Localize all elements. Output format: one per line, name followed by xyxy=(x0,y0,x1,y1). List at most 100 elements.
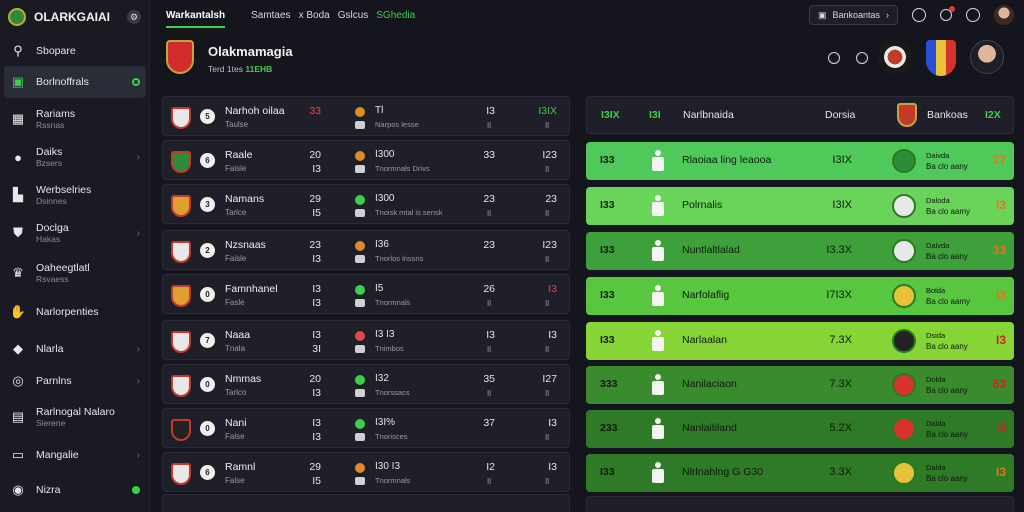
odds-value[interactable]: I5 xyxy=(375,283,384,294)
ranking-row[interactable]: I33 Nlrlnahlng G G30 3.3X Dalda Ba clo aany I… xyxy=(586,454,1014,492)
sidebar-item-8[interactable]: ◆ Nlarla › xyxy=(4,336,146,362)
table-row[interactable]: 0 Famnhanel Fasle I3 I3 I5 Tnormnals 26 Il I3 Il xyxy=(162,274,570,314)
header-sub-left: Terd 1tes xyxy=(208,64,243,74)
sidebar-item-label: Rarlnogal Nalaro xyxy=(36,406,115,418)
odds-value[interactable]: I30 I3 xyxy=(375,461,401,472)
club-shield-icon[interactable] xyxy=(926,40,956,76)
ranking-row[interactable]: I33 Rlaoiaa ling leaooa I3IX Daivda Ba clo a… xyxy=(586,142,1014,180)
stat-4-sub: Il xyxy=(545,165,549,174)
sidebar-item-label: Nlarla xyxy=(36,343,64,355)
sidebar-item-7[interactable]: ✋ Narlorpenties xyxy=(4,298,146,326)
team-name[interactable]: Nzsnaas xyxy=(225,239,266,251)
sidebar-item-label: Sbopare xyxy=(36,45,76,57)
team-name[interactable]: Famnhanel xyxy=(225,283,278,295)
club-badge-icon[interactable] xyxy=(878,40,912,74)
info-icon[interactable] xyxy=(828,52,840,64)
sidebar-item-3[interactable]: ● Daiks Bzsers › xyxy=(4,140,146,174)
points-value: I3 xyxy=(995,333,1006,347)
table-row[interactable]: 7 Naaa Tnala I3 3I I3 I3 Tnimbos I3 Il I3 Il xyxy=(162,320,570,360)
team-name[interactable]: Raale xyxy=(225,149,253,161)
player-name[interactable]: Polrnalis xyxy=(682,199,723,211)
odds-value[interactable]: I300 xyxy=(375,193,395,204)
team-name[interactable]: Nmmas xyxy=(225,373,262,385)
odds-icon xyxy=(355,241,365,251)
team-name[interactable]: Nani xyxy=(225,417,247,429)
tab-0[interactable]: Warkantalsh xyxy=(166,9,226,28)
ranking-head-d: Dorsia xyxy=(825,109,856,121)
player-name[interactable]: Nanilaciaon xyxy=(682,378,737,390)
points-value: 63 xyxy=(992,377,1006,391)
odds-sub: Tnorisces xyxy=(375,432,408,441)
odds-value[interactable]: I32 xyxy=(375,373,389,384)
search-icon: ⚲ xyxy=(13,43,23,58)
team-sub: Faisle xyxy=(225,254,247,263)
sidebar-item-9[interactable]: ◎ Parnlns › xyxy=(4,368,146,394)
team-name[interactable]: Naaa xyxy=(225,329,251,341)
stat-3-sub: Il xyxy=(487,477,491,486)
info-icon[interactable] xyxy=(966,8,980,22)
tab-3[interactable]: Gslcus xyxy=(337,9,369,21)
player-name[interactable]: Narfolaflig xyxy=(682,289,730,301)
player-name[interactable]: Nlrlnahlng G G30 xyxy=(682,466,764,478)
sidebar-item-6[interactable]: ♛ Oaheegtlatl Rsvaess xyxy=(4,256,146,290)
table-row[interactable]: 0 Nani False I3 I3 I3I% Tnorisces 37 I3 Il xyxy=(162,408,570,448)
tab-1[interactable]: Samtaes xyxy=(251,9,291,21)
sidebar-item-1[interactable]: ▣ Borlnoffrals xyxy=(4,66,146,98)
table-row[interactable]: 2 Nzsnaas Faisle 23 I3 I36 Tnorlos lnssns 23 I23… xyxy=(162,230,570,270)
avatar[interactable] xyxy=(994,5,1014,25)
sidebar-item-10[interactable]: ▤ Rarlnogal Nalaro Sierene xyxy=(4,400,146,434)
score-2: I3 xyxy=(312,431,321,443)
odds-sub: Tnoisk mtal is sensk xyxy=(375,208,443,217)
player-name[interactable]: Rlaoiaa ling leaooa xyxy=(682,154,772,166)
odds-value[interactable]: I3 I3 xyxy=(375,329,395,340)
team-crest-icon xyxy=(171,107,191,129)
sidebar-item-5[interactable]: ⛊ Doclga Hakas › xyxy=(4,216,146,250)
stat-4-sub: Il xyxy=(545,121,549,130)
brand[interactable]: OLARKGAIAI ⚙ xyxy=(0,0,149,34)
ranking-row[interactable]: I33 Narfolaflig I7I3X Bolda Ba clo aamy I3 xyxy=(586,277,1014,315)
ranking-row[interactable]: 333 Nanilaciaon 7.3X Dolda Ba clo aany 63 xyxy=(586,366,1014,404)
team-name[interactable]: Narhoh oilaa xyxy=(225,105,285,117)
table-row[interactable]: 6 Ramnl False 29 I5 I30 I3 Tnormnals I2 Il I3 Il xyxy=(162,452,570,492)
tab-4[interactable]: SGhedia xyxy=(376,9,416,21)
player-name[interactable]: Nuntlaltlalad xyxy=(682,244,740,256)
team-name[interactable]: Ramnl xyxy=(225,461,256,473)
player-name[interactable]: Nanlaitiland xyxy=(682,422,737,434)
odds-value[interactable]: I36 xyxy=(375,239,389,250)
chevron-right-icon: › xyxy=(136,343,140,355)
stat-4: I3 xyxy=(548,283,557,295)
table-row[interactable]: 3 Namans Tarlce 29 I5 I300 Tnoisk mtal is sens… xyxy=(162,184,570,224)
table-row[interactable]: 6 Raale Faisle 20 I3 I300 Tnormnals Drivs 33 I23… xyxy=(162,140,570,180)
ranking-row[interactable]: I33 Polrnalis I3IX Daloda Ba clo aamy I3 xyxy=(586,187,1014,225)
team-crest-icon xyxy=(171,375,191,397)
odds-value[interactable]: Tl xyxy=(375,105,384,116)
odds-value[interactable]: I3I% xyxy=(375,417,396,428)
team-crest-icon xyxy=(171,151,191,173)
search-box[interactable]: ▣ Bankoantas › xyxy=(808,5,898,25)
odds-value[interactable]: I300 xyxy=(375,149,395,160)
player-avatar[interactable] xyxy=(970,40,1004,74)
stat-3: 26 xyxy=(483,283,495,295)
club-crest-icon xyxy=(892,284,916,308)
ranking-row[interactable]: 233 Nanlaitiland 5.2X Dalda Ba clo aany I3 xyxy=(586,410,1014,448)
sidebar-item-11[interactable]: ▭ Mangalie › xyxy=(4,440,146,470)
notification-icon[interactable] xyxy=(940,6,955,21)
ranking-header: I3IX I3I Narlbnaida Dorsia Bankoas I2X xyxy=(586,96,1014,134)
team-name[interactable]: Namans xyxy=(225,193,265,205)
sidebar-item-2[interactable]: ▦ Rariams Rssnas xyxy=(4,102,146,136)
ranking-row[interactable]: I33 Narlaalan 7.3X Dsida Ba clo aany I3 xyxy=(586,322,1014,360)
sidebar-item-12[interactable]: ◉ Nizra xyxy=(4,476,146,504)
sidebar-item-4[interactable]: ▙ Werbselries Dsinnes xyxy=(4,178,146,212)
odds-icon xyxy=(355,195,365,205)
ranking-row[interactable]: I33 Nuntlaltlalad I3.3X Daivda Ba clo aany 33 xyxy=(586,232,1014,270)
sidebar-item-0[interactable]: ⚲ Sbopare xyxy=(4,38,146,64)
clock-icon[interactable] xyxy=(912,8,926,22)
sidebar: OLARKGAIAI ⚙ ⚲ Sbopare ▣ Borlnoffrals ▦ Raria… xyxy=(0,0,150,512)
sidebar-item-label: Daiks xyxy=(36,146,63,158)
table-row[interactable]: 0 Nmmas Tarlco 20 I3 I32 Tnorssacs 35 Il I27 Il xyxy=(162,364,570,404)
circle-icon[interactable] xyxy=(856,52,868,64)
player-name[interactable]: Narlaalan xyxy=(682,334,727,346)
settings-icon[interactable]: ⚙ xyxy=(127,10,141,24)
tab-2[interactable]: x Boda xyxy=(298,9,330,21)
table-row[interactable]: 5 Narhoh oilaa Taulse 33 Tl Narpos lesse I3 Il I… xyxy=(162,96,570,136)
